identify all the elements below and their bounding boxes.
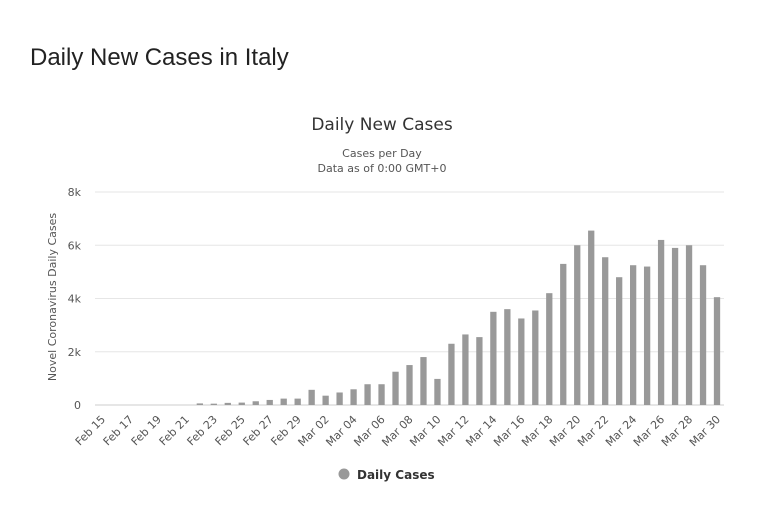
bar-mar-08[interactable] xyxy=(406,365,413,405)
y-tick-label: 0 xyxy=(74,399,81,412)
x-tick-label: Feb 19 xyxy=(129,413,164,448)
bar-mar-01[interactable] xyxy=(308,389,315,405)
legend-label: Daily Cases xyxy=(357,468,435,482)
bar-mar-25[interactable] xyxy=(643,266,651,405)
chart-subtitle-line-2: Data as of 0:00 GMT+0 xyxy=(318,162,447,175)
bar-mar-30[interactable] xyxy=(713,297,721,405)
bar-feb-29[interactable] xyxy=(294,398,301,405)
bar-mar-21[interactable] xyxy=(588,230,595,405)
bar-mar-17[interactable] xyxy=(532,310,539,405)
x-tick-label: Feb 15 xyxy=(73,413,108,448)
bar-mar-18[interactable] xyxy=(546,293,553,405)
bar-mar-11[interactable] xyxy=(448,343,455,405)
x-tick-label: Feb 23 xyxy=(185,413,220,448)
y-tick-label: 4k xyxy=(68,293,82,306)
bar-mar-16[interactable] xyxy=(518,318,525,405)
bar-mar-29[interactable] xyxy=(699,265,707,405)
x-tick-label: Mar 30 xyxy=(687,413,723,449)
bar-mar-04[interactable] xyxy=(350,389,357,405)
bar-mar-07[interactable] xyxy=(392,371,399,405)
bar-feb-26[interactable] xyxy=(252,401,259,405)
bar-mar-03[interactable] xyxy=(336,392,343,405)
bar-mar-13[interactable] xyxy=(476,337,483,405)
y-tick-label: 8k xyxy=(68,186,82,199)
x-tick-label: Feb 25 xyxy=(213,413,248,448)
y-axis-label: Novel Coronavirus Daily Cases xyxy=(46,213,59,381)
bar-mar-12[interactable] xyxy=(462,334,469,405)
y-tick-label: 6k xyxy=(68,239,82,252)
bar-feb-24[interactable] xyxy=(224,402,231,405)
bar-mar-20[interactable] xyxy=(574,245,581,405)
bar-mar-10[interactable] xyxy=(434,378,441,405)
legend-item-daily-cases[interactable]: Daily Cases xyxy=(338,468,435,482)
bar-mar-15[interactable] xyxy=(504,309,511,405)
bar-mar-19[interactable] xyxy=(560,263,567,405)
x-tick-label: Feb 17 xyxy=(101,413,136,448)
x-tick-label: Feb 21 xyxy=(157,413,192,448)
chart-title: Daily New Cases xyxy=(311,115,453,135)
bar-feb-22[interactable] xyxy=(196,403,203,405)
bars xyxy=(196,230,721,405)
bar-feb-23[interactable] xyxy=(210,403,217,405)
bar-feb-27[interactable] xyxy=(266,399,273,405)
bar-mar-09[interactable] xyxy=(420,357,427,405)
bar-mar-23[interactable] xyxy=(616,277,623,405)
legend-swatch xyxy=(338,468,350,480)
bar-mar-22[interactable] xyxy=(602,257,609,405)
bar-feb-28[interactable] xyxy=(280,398,287,405)
bar-mar-27[interactable] xyxy=(671,247,679,405)
bar-mar-05[interactable] xyxy=(364,384,371,405)
y-tick-label: 2k xyxy=(68,346,82,359)
bar-mar-28[interactable] xyxy=(685,245,693,405)
x-tick-label: Feb 27 xyxy=(240,413,275,448)
chart-subtitle-line-1: Cases per Day xyxy=(342,147,422,160)
bar-mar-02[interactable] xyxy=(322,395,329,405)
y-axis-ticks: 0 2k 4k 6k 8k xyxy=(68,186,82,412)
bar-mar-24[interactable] xyxy=(629,265,637,405)
bar-mar-26[interactable] xyxy=(657,239,665,405)
bar-mar-06[interactable] xyxy=(378,384,385,405)
bar-feb-25[interactable] xyxy=(238,402,245,405)
bar-mar-14[interactable] xyxy=(490,311,497,405)
page-title: Daily New Cases in Italy xyxy=(30,44,289,71)
